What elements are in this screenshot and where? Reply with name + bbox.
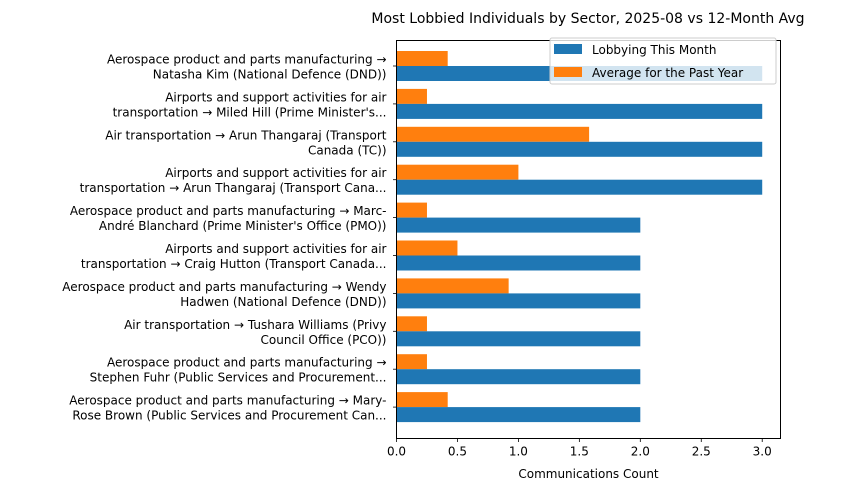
bar-average-past-year	[396, 51, 448, 66]
y-tick-label-line: Airports and support activities for air	[165, 90, 386, 104]
x-axis-label: Communications Count	[518, 467, 659, 481]
y-tick-label: Aerospace product and parts manufacturin…	[69, 394, 386, 423]
x-tick-label: 2.5	[692, 445, 711, 459]
bar-average-past-year	[396, 126, 590, 142]
y-tick-label-line: Council Office (PCO))	[261, 333, 387, 347]
y-tick-label: Air transportation → Tushara Williams (P…	[124, 318, 386, 347]
bar-lobbying-this-month	[396, 331, 641, 347]
bar-lobbying-this-month	[396, 293, 641, 309]
legend-swatch-average-past-year	[554, 67, 582, 77]
bar-average-past-year	[396, 164, 519, 180]
x-tick-label: 0.0	[387, 445, 406, 459]
y-tick-label-line: Hadwen (National Defence (DND))	[180, 295, 386, 309]
y-tick-label: Aerospace product and parts manufacturin…	[62, 280, 386, 309]
y-tick-label-line: transportation → Craig Hutton (Transport…	[81, 257, 387, 271]
y-tick-label-line: André Blanchard (Prime Minister's Office…	[99, 219, 387, 233]
y-tick-label-line: Aerospace product and parts manufacturin…	[107, 53, 387, 67]
x-tick-label: 1.0	[509, 445, 528, 459]
legend-box	[549, 37, 777, 85]
x-tick-label: 2.0	[631, 445, 650, 459]
bar-average-past-year	[396, 316, 427, 332]
bar-average-past-year	[396, 88, 427, 104]
y-tick-label: Airports and support activities for air t…	[81, 242, 387, 271]
y-axis-ticks: Aerospace product and parts manufacturin…	[62, 53, 397, 423]
y-tick-label-line: Aerospace product and parts manufacturin…	[70, 204, 387, 218]
bar-lobbying-this-month	[396, 179, 763, 195]
x-tick-label: 3.0	[753, 445, 772, 459]
y-tick-label-line: Airports and support activities for air	[165, 166, 386, 180]
legend-label-average-past-year: Average for the Past Year	[592, 66, 743, 80]
legend-swatch-lobbying-this-month	[554, 44, 582, 54]
bar-lobbying-this-month	[396, 217, 641, 233]
y-tick-label-line: transportation → Arun Thangaraj (Transpo…	[80, 181, 387, 195]
bars-group	[396, 51, 763, 423]
y-tick-label-line: Stephen Fuhr (Public Services and Procur…	[90, 371, 387, 385]
y-tick-label-line: Aerospace product and parts manufacturin…	[62, 280, 386, 294]
chart-title: Most Lobbied Individuals by Sector, 2025…	[371, 11, 804, 27]
y-tick-label-line: transportation → Miled Hill (Prime Minis…	[113, 105, 387, 119]
legend: Lobbying This Month Average for the Past…	[549, 37, 777, 85]
y-tick-label-line: Canada (TC))	[308, 143, 387, 157]
y-tick-label-line: Natasha Kim (National Defence (DND))	[153, 68, 387, 82]
y-tick-label: Aerospace product and parts manufacturin…	[90, 356, 387, 385]
y-tick-label-line: Air transportation → Arun Thangaraj (Tra…	[105, 128, 387, 142]
y-tick-label-line: Rose Brown (Public Services and Procurem…	[72, 409, 386, 423]
x-tick-label: 0.5	[448, 445, 467, 459]
x-axis-ticks: 0.0 0.5 1.0 1.5 2.0 2.5 3.0	[387, 438, 772, 459]
legend-label-lobbying-this-month: Lobbying This Month	[592, 43, 716, 57]
bar-lobbying-this-month	[396, 103, 763, 119]
y-tick-label: Airports and support activities for air t…	[80, 166, 387, 195]
x-tick-label: 1.5	[570, 445, 589, 459]
bar-average-past-year	[396, 354, 427, 370]
y-tick-label: Aerospace product and parts manufacturin…	[107, 53, 387, 82]
y-tick-label-line: Air transportation → Tushara Williams (P…	[124, 318, 386, 332]
bar-lobbying-this-month	[396, 407, 641, 423]
bar-average-past-year	[396, 202, 427, 218]
y-tick-label: Aerospace product and parts manufacturin…	[70, 204, 387, 233]
y-tick-label: Airports and support activities for air t…	[113, 90, 387, 119]
bar-lobbying-this-month	[396, 141, 763, 157]
y-tick-label-line: Airports and support activities for air	[165, 242, 386, 256]
bar-lobbying-this-month	[396, 255, 641, 271]
bar-average-past-year	[396, 278, 509, 294]
bar-lobbying-this-month	[396, 369, 641, 385]
y-tick-label: Air transportation → Arun Thangaraj (Tra…	[105, 128, 387, 157]
y-tick-label-line: Aerospace product and parts manufacturin…	[69, 394, 386, 408]
y-tick-label-line: Aerospace product and parts manufacturin…	[107, 356, 387, 370]
bar-average-past-year	[396, 240, 458, 256]
bar-average-past-year	[396, 392, 448, 408]
